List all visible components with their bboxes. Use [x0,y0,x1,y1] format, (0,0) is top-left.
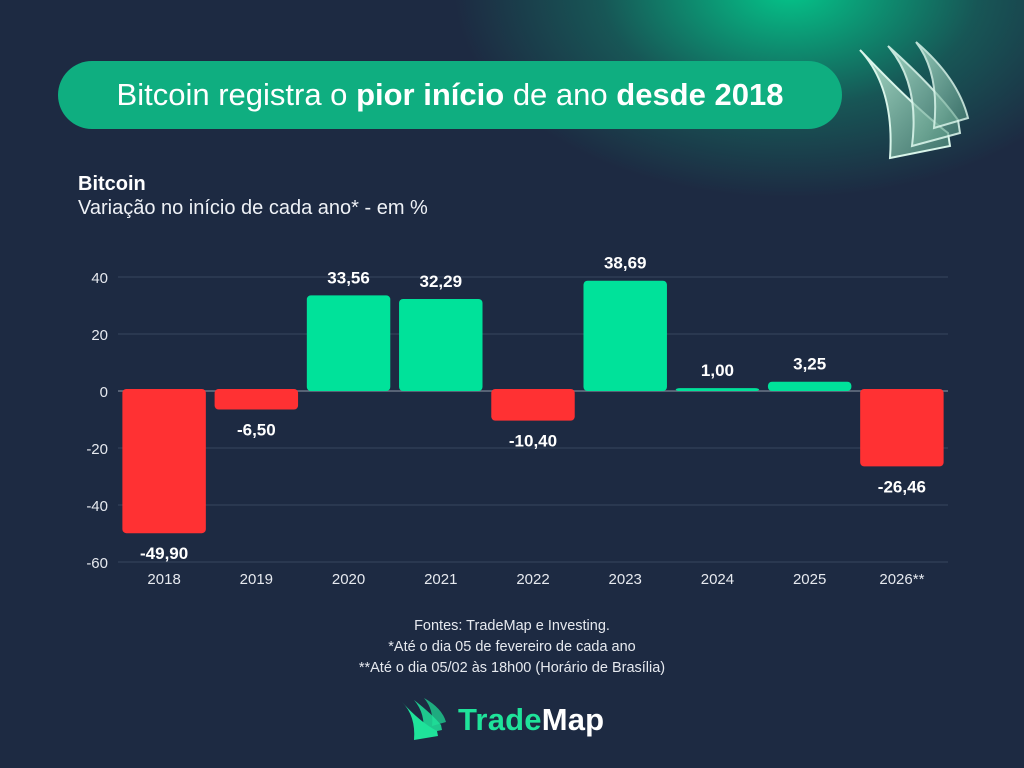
data-label: -6,50 [237,421,276,440]
y-tick-label: -20 [86,441,108,458]
data-label: 33,56 [327,268,370,287]
data-label: -10,40 [509,432,557,451]
footnotes: Fontes: TradeMap e Investing. *Até o dia… [0,616,1024,679]
headline-part-bold: desde 2018 [616,77,784,112]
x-tick-label: 2020 [332,571,365,588]
y-tick-label: -40 [86,498,108,515]
brand-name-trade: Trade [458,702,542,737]
footnote-double-asterisk: **Até o dia 05/02 às 18h00 (Horário de B… [358,660,666,676]
brand-name-map: Map [541,702,605,737]
data-label: 32,29 [420,272,463,291]
x-tick-label: 2025 [793,571,826,588]
bar-2023 [583,280,667,391]
headline-part-bold: pior início [356,77,505,112]
data-label: -49,90 [140,544,188,563]
bar-2021 [399,298,483,391]
bar-chart: 40 20 0 -20 -40 -60 -49,90 2018 -6,50 2019 33,56 20… [86,254,948,588]
data-label: -26,46 [878,477,926,496]
x-tick-label: 2023 [609,571,642,588]
data-label: 38,69 [604,254,647,273]
x-tick-label: 2026** [879,571,924,588]
x-tick-label: 2021 [424,571,457,588]
headline-banner: Bitcoin registra o pior início de ano de… [58,61,842,129]
chart-title: Bitcoin [78,173,146,195]
headline-part: Bitcoin registra o [116,77,348,112]
y-tick-label: 0 [100,384,108,401]
bar-2019 [214,389,299,410]
brand-logo: TradeMap [400,696,604,744]
x-tick-label: 2018 [147,571,180,588]
trademap-sails-icon [402,698,446,740]
trademap-glass-logo-icon [859,41,970,160]
footnote-sources: Fontes: TradeMap e Investing. [414,618,610,634]
data-label: 1,00 [701,361,734,380]
chart-subtitle: Variação no início de cada ano* - em % [78,197,428,219]
headline-part: de ano [512,77,608,112]
brand-name: TradeMap [458,702,604,738]
bar-2018 [122,389,206,534]
footnote-asterisk: *Até o dia 05 de fevereiro de cada ano [388,639,636,655]
bar-2026 [860,389,944,467]
x-tick-label: 2022 [516,571,549,588]
bar-2024 [675,388,760,391]
bar-2020 [306,295,391,391]
y-tick-label: -60 [86,555,108,572]
data-label: 3,25 [793,355,826,374]
bar-2022 [491,389,575,421]
bar-2025 [767,381,852,391]
y-tick-label: 40 [91,270,108,287]
x-tick-label: 2019 [240,571,273,588]
x-tick-label: 2024 [701,571,734,588]
y-tick-label: 20 [91,327,108,344]
